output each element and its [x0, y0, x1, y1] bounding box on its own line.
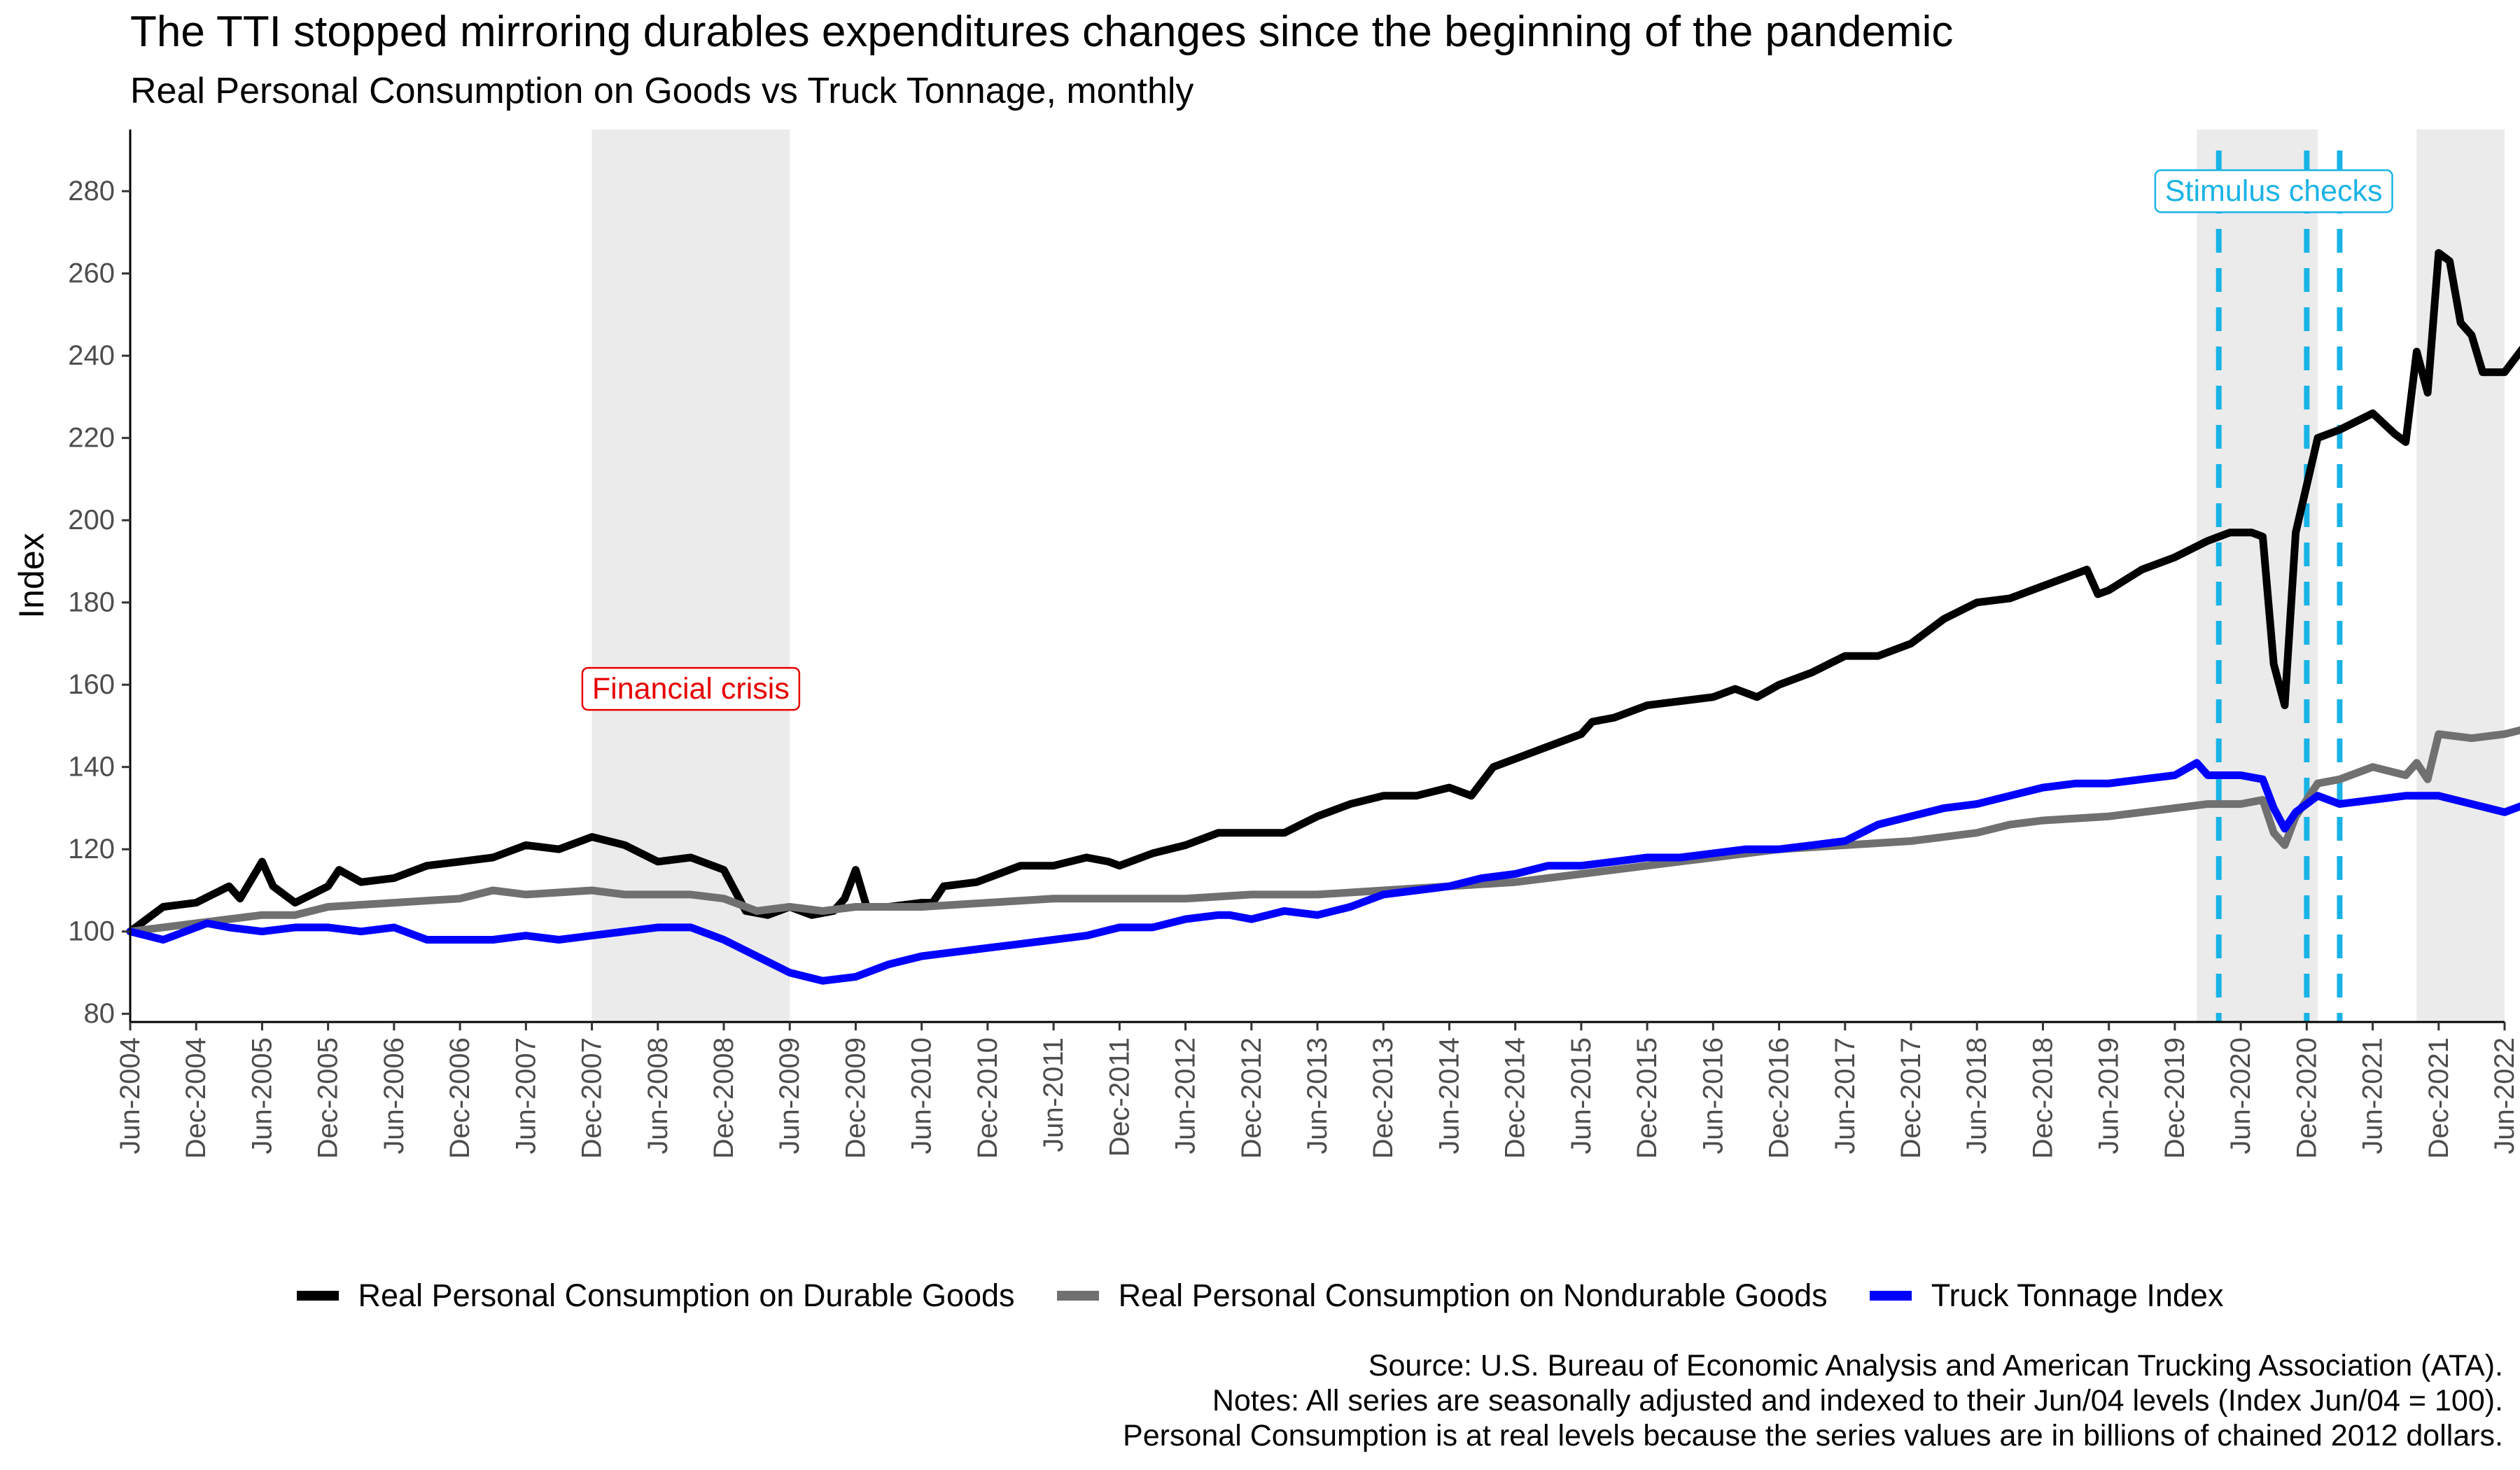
stimulus-lines: [2216, 150, 2343, 1022]
legend: Real Personal Consumption on Durable Goo…: [0, 1278, 2520, 1314]
shaded-period-0: [592, 130, 790, 1022]
series-line-tti: [126, 759, 2520, 985]
series-lines: [126, 248, 2520, 985]
x-tick-label-Jun-2014: Jun-2014: [1434, 1037, 1464, 1154]
x-tick-label-Dec-2010: Dec-2010: [972, 1037, 1003, 1158]
axes: 80 100 120 140 160 180 200 220 240 260 280 Index Jun…: [12, 130, 2520, 1158]
financial-crisis-label-text: Financial crisis: [592, 672, 790, 706]
legend-swatch-tti: [1869, 1291, 1912, 1301]
chart-subtitle: Real Personal Consumption on Goods vs Tr…: [130, 71, 1194, 111]
x-tick-label-Jun-2019: Jun-2019: [2094, 1037, 2124, 1154]
stimulus-checks-label-box: [2154, 169, 2393, 214]
x-tick-label-Jun-2005: Jun-2005: [246, 1037, 277, 1154]
x-tick-label-Jun-2011: Jun-2011: [1038, 1037, 1069, 1152]
x-tick-label-Jun-2012: Jun-2012: [1170, 1037, 1201, 1154]
x-tick-label-Jun-2017: Jun-2017: [1830, 1037, 1861, 1154]
y-axis-title: Index: [12, 533, 51, 618]
x-tick-label-Jun-2010: Jun-2010: [906, 1037, 937, 1154]
legend-label-tti: Truck Tonnage Index: [1931, 1278, 2224, 1313]
x-tick-label-Dec-2008: Dec-2008: [708, 1037, 739, 1158]
x-tick-label-Dec-2012: Dec-2012: [1236, 1037, 1267, 1158]
x-tick-label-Jun-2022: Jun-2022: [2489, 1037, 2520, 1154]
y-tick-label-160: 160: [68, 669, 115, 700]
caption-notes: Notes: All series are seasonally adjuste…: [1212, 1384, 2503, 1418]
y-tick-label-240: 240: [68, 340, 115, 371]
x-tick-label-Dec-2006: Dec-2006: [444, 1037, 475, 1158]
x-tick-label-Dec-2021: Dec-2021: [2423, 1037, 2454, 1158]
x-tick-label-Jun-2020: Jun-2020: [2225, 1037, 2256, 1154]
shaded-period-1: [2197, 130, 2318, 1022]
y-tick-label-200: 200: [68, 505, 115, 536]
legend-label-durables: Real Personal Consumption on Durable Goo…: [358, 1278, 1015, 1313]
y-tick-label-80: 80: [84, 998, 115, 1029]
series-line-durables: [126, 248, 2520, 936]
stimulus-checks-label-text: Stimulus checks: [2165, 174, 2383, 208]
x-tick-label-Dec-2013: Dec-2013: [1368, 1037, 1399, 1158]
y-tick-label-260: 260: [68, 258, 115, 289]
legend-item-durables: Real Personal Consumption on Durable Goo…: [296, 1278, 1015, 1314]
x-tick-label-Jun-2015: Jun-2015: [1566, 1037, 1597, 1154]
x-tick-label-Jun-2009: Jun-2009: [774, 1037, 805, 1154]
x-tick-label-Jun-2021: Jun-2021: [2358, 1037, 2388, 1154]
x-tick-label-Dec-2019: Dec-2019: [2160, 1037, 2190, 1158]
x-tick-label-Jun-2008: Jun-2008: [643, 1037, 673, 1154]
shaded-period-2: [2416, 130, 2505, 1022]
x-tick-label-Jun-2018: Jun-2018: [1961, 1037, 1992, 1154]
shaded-periods: [592, 130, 2505, 1022]
stimulus-checks-label: Stimulus checks: [2154, 169, 2393, 214]
y-tick-label-180: 180: [68, 587, 115, 618]
x-tick-label-Jun-2007: Jun-2007: [510, 1037, 541, 1154]
x-tick-label-Dec-2018: Dec-2018: [2027, 1037, 2058, 1158]
caption-real-levels: Personal Consumption is at real levels b…: [1123, 1419, 2503, 1452]
x-tick-label-Dec-2016: Dec-2016: [1764, 1037, 1795, 1158]
x-tick-label-Dec-2009: Dec-2009: [840, 1037, 871, 1158]
financial-crisis-label-box: [581, 666, 801, 711]
x-tick-label-Jun-2016: Jun-2016: [1698, 1037, 1728, 1154]
x-tick-label-Dec-2017: Dec-2017: [1896, 1037, 1926, 1158]
financial-crisis-label: Financial crisis: [581, 666, 801, 711]
y-tick-label-280: 280: [68, 176, 115, 206]
caption-source: Source: U.S. Bureau of Economic Analysis…: [1368, 1349, 2503, 1382]
x-tick-label-Jun-2006: Jun-2006: [379, 1037, 410, 1154]
series-line-nondurables: [126, 726, 2520, 936]
legend-item-nondurables: Real Personal Consumption on Nondurable …: [1056, 1278, 1828, 1314]
legend-item-tti: Truck Tonnage Index: [1869, 1278, 2224, 1314]
legend-label-nondurables: Real Personal Consumption on Nondurable …: [1118, 1278, 1828, 1313]
source-caption: Source: U.S. Bureau of Economic Analysis…: [1123, 1348, 2503, 1453]
x-tick-label-Dec-2004: Dec-2004: [181, 1037, 211, 1158]
x-tick-label-Dec-2007: Dec-2007: [577, 1037, 608, 1158]
legend-swatch-nondurables: [1056, 1291, 1099, 1301]
y-tick-label-120: 120: [68, 834, 115, 864]
x-tick-label-Dec-2015: Dec-2015: [1632, 1037, 1662, 1158]
x-tick-label-Dec-2020: Dec-2020: [2291, 1037, 2322, 1158]
x-tick-label-Jun-2004: Jun-2004: [115, 1037, 146, 1154]
y-tick-label-140: 140: [68, 752, 115, 783]
chart-title: The TTI stopped mirroring durables expen…: [130, 8, 1954, 56]
annotations: Financial crisis Stimulus checks: [581, 169, 2393, 711]
x-tick-label-Dec-2014: Dec-2014: [1500, 1037, 1531, 1158]
x-tick-label-Dec-2005: Dec-2005: [313, 1037, 344, 1158]
x-tick-label-Dec-2011: Dec-2011: [1104, 1037, 1135, 1156]
y-tick-label-220: 220: [68, 423, 115, 454]
legend-swatch-durables: [296, 1291, 339, 1301]
y-tick-label-100: 100: [68, 916, 115, 947]
x-tick-label-Jun-2013: Jun-2013: [1302, 1037, 1333, 1154]
